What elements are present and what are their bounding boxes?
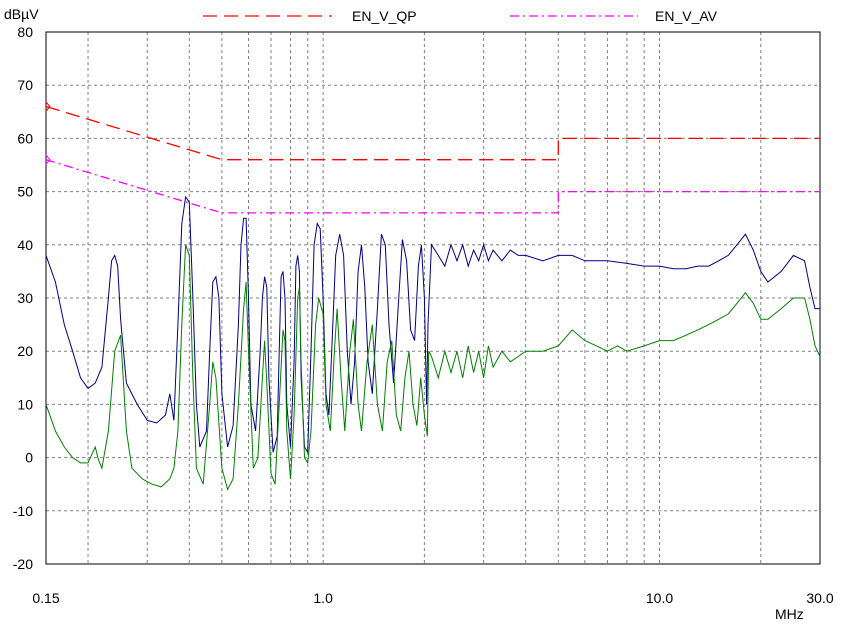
limit-lines: [45, 101, 820, 214]
y-axis-ticks: -20 -10 0 10 20 30 40 50 60 70 80: [13, 24, 33, 572]
y-tick-label: 20: [17, 343, 33, 359]
legend: EN_V_QP EN_V_AV: [203, 8, 718, 24]
limit-line: [45, 159, 820, 214]
y-tick-label: 10: [17, 396, 33, 412]
x-axis-ticks: 0.15 1.0 10.0 30.0: [32, 590, 833, 606]
grid: [46, 32, 820, 564]
x-tick-label: 30.0: [806, 590, 833, 606]
y-axis-label: dBµV: [4, 6, 39, 22]
limit-marker: [45, 154, 51, 166]
data-series-line: [45, 244, 821, 491]
y-tick-label: 0: [25, 450, 33, 466]
y-tick-label: 30: [17, 290, 33, 306]
y-tick-label: 50: [17, 184, 33, 200]
limit-marker: [45, 101, 51, 112]
y-tick-label: -10: [13, 503, 33, 519]
y-tick-label: 60: [17, 130, 33, 146]
y-tick-label: 80: [17, 24, 33, 40]
plot-frame: [45, 31, 821, 565]
x-axis-label: MHz: [775, 606, 804, 622]
legend-label: EN_V_QP: [352, 8, 417, 24]
y-tick-label: 40: [17, 237, 33, 253]
y-tick-label: 70: [17, 77, 33, 93]
limit-line: [45, 105, 820, 161]
x-tick-label: 1.0: [313, 590, 333, 606]
legend-label: EN_V_AV: [655, 8, 718, 24]
x-tick-label: 0.15: [32, 590, 59, 606]
data-series: [45, 195, 821, 491]
data-series-line: [45, 195, 820, 455]
x-tick-label: 10.0: [646, 590, 673, 606]
y-tick-label: -20: [13, 556, 33, 572]
